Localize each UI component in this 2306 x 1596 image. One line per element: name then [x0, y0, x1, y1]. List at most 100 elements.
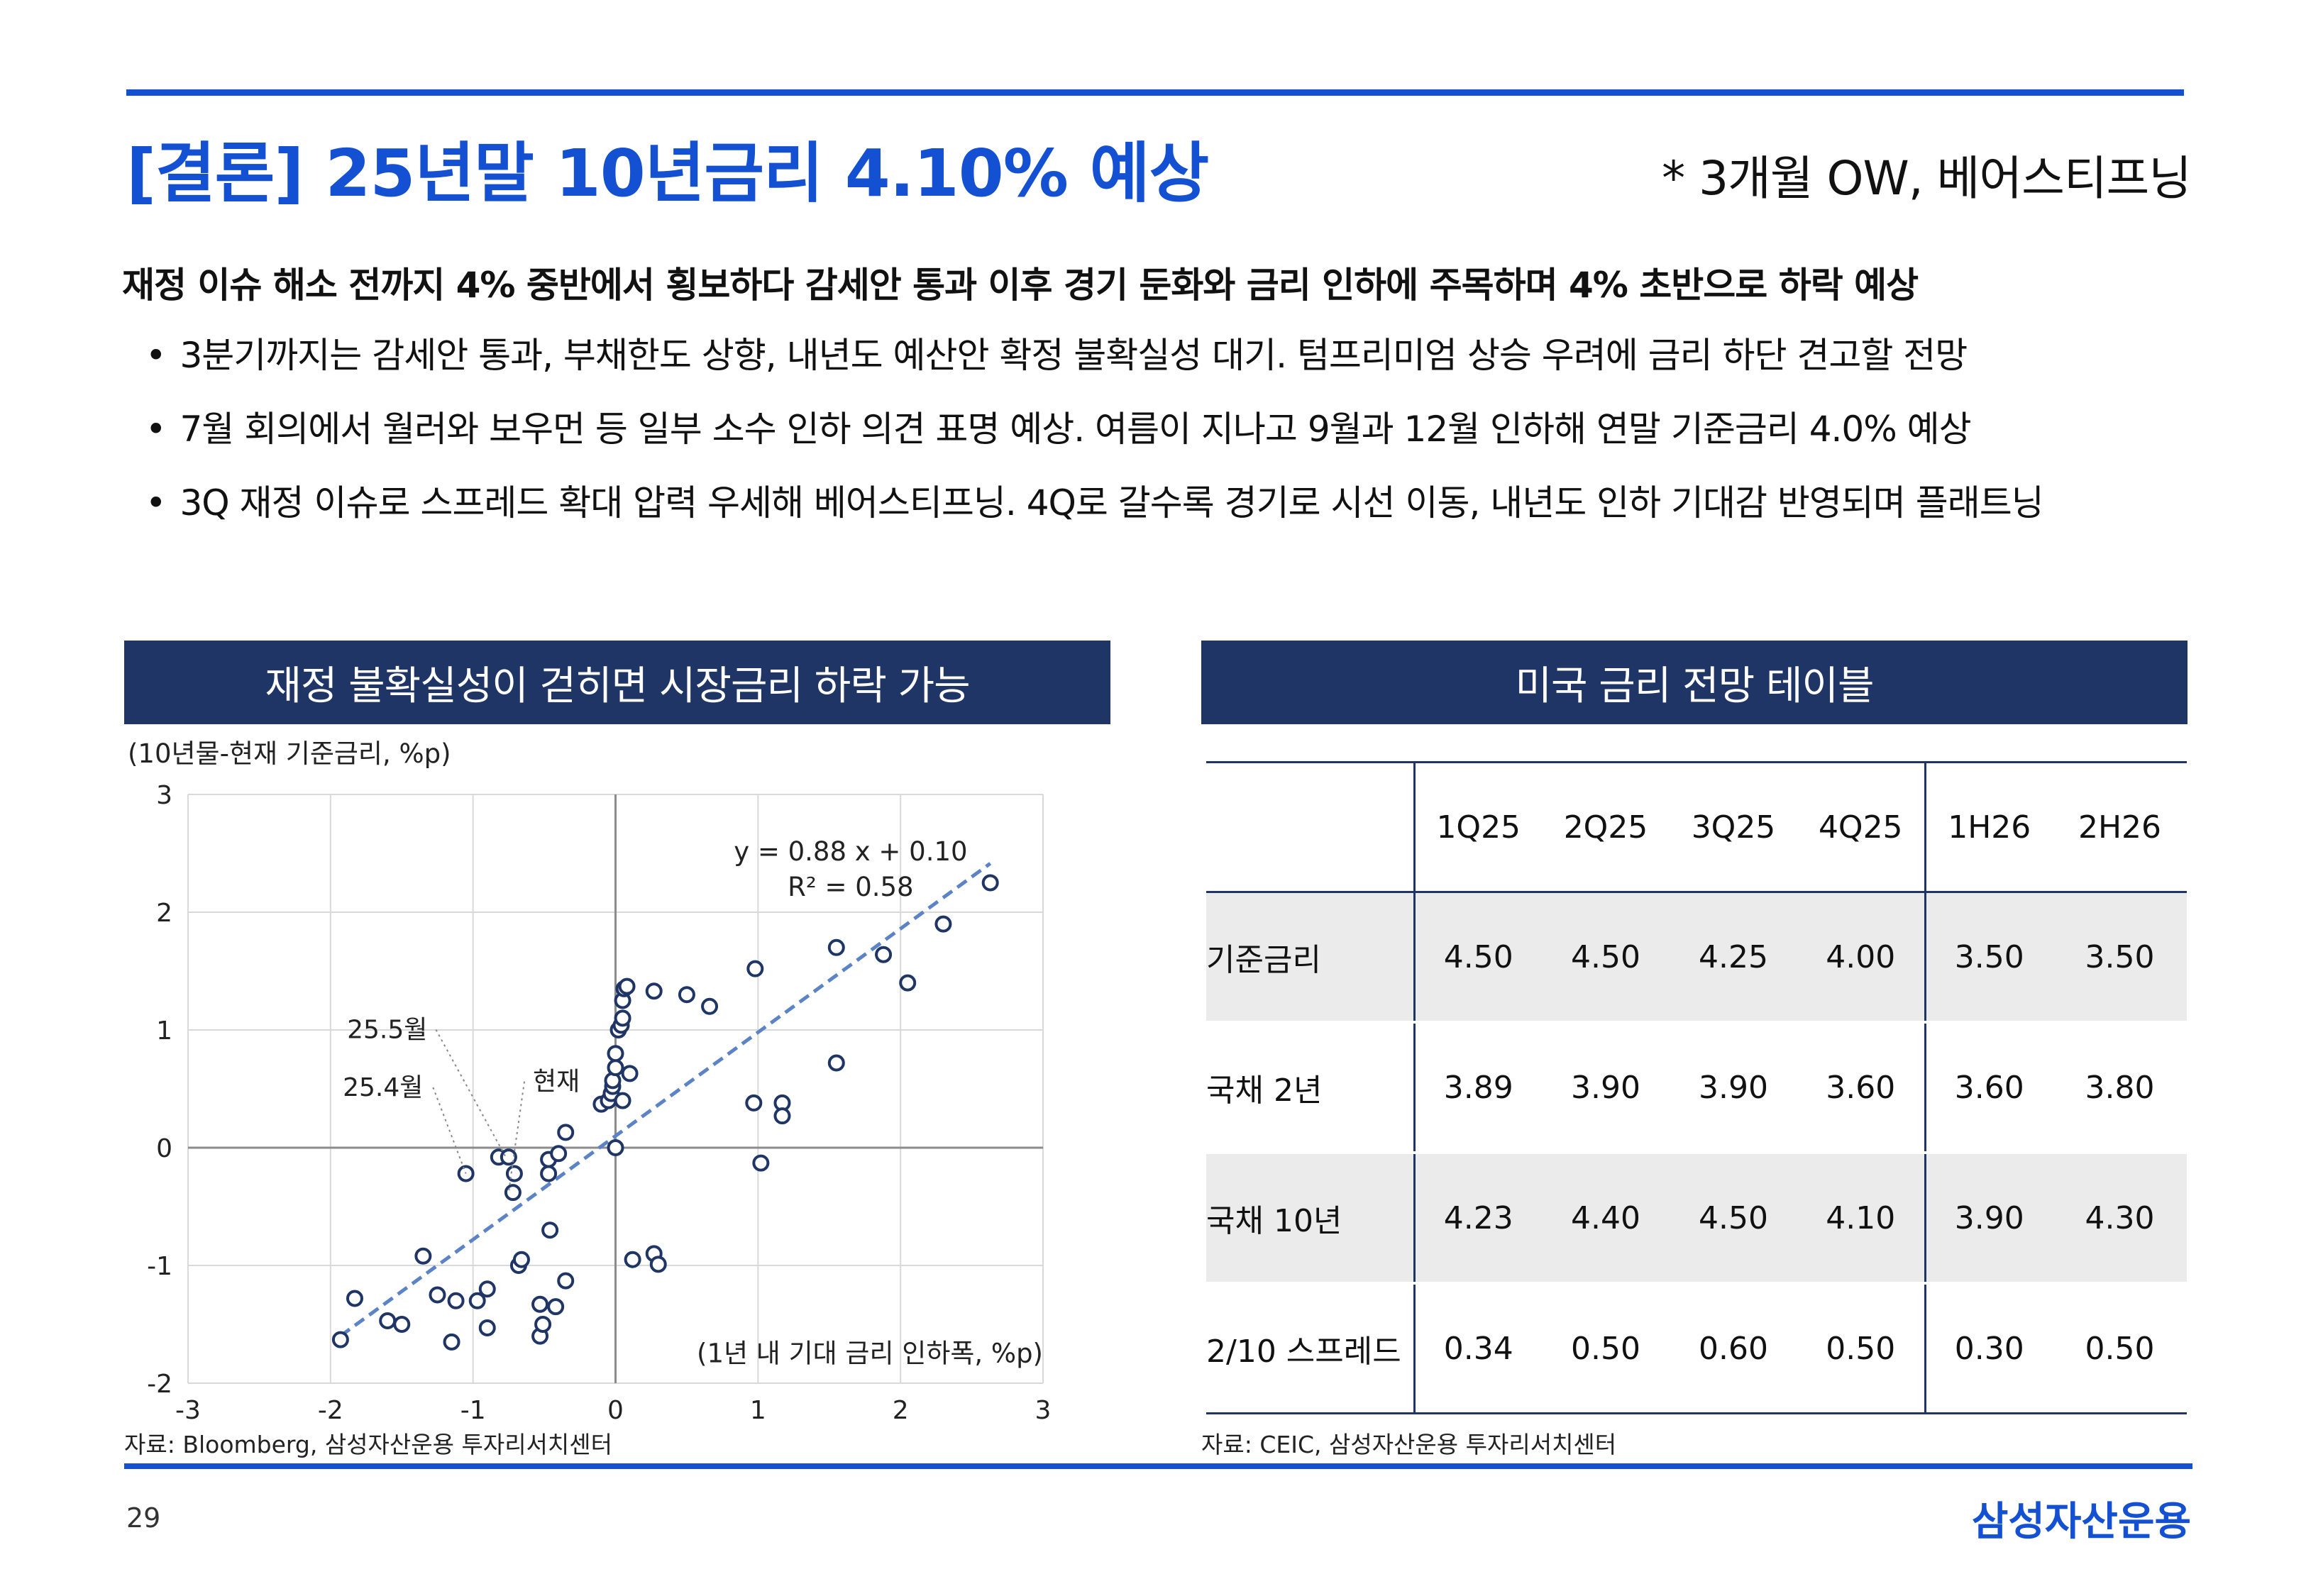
scatter-point: [540, 1165, 558, 1182]
page-number: 29: [126, 1502, 161, 1534]
bullet-item: 3Q 재정 이슈로 스프레드 확대 압력 우세해 베어스티프닝. 4Q로 갈수록…: [145, 477, 2044, 551]
scatter-point: [981, 874, 999, 892]
table-header-cell: 2Q25: [1542, 762, 1670, 893]
right-source: 자료: CEIC, 삼성자산운용 투자리서치센터: [1201, 1431, 1617, 1458]
bullet-item: 3분기까지는 감세안 통과, 부채한도 상향, 내년도 예산안 확정 불확실성 …: [145, 330, 2043, 404]
page-subtitle: * 3개월 OW, 베어스티프닝: [1662, 151, 2192, 206]
scatter-point: [534, 1316, 552, 1333]
x-tick-label: 3: [1035, 1396, 1052, 1425]
table-row: 기준금리 4.50 4.50 4.25 4.00 3.50 3.50: [1206, 892, 2187, 1024]
table-cell: 4.25: [1670, 892, 1797, 1024]
scatter-point: [645, 982, 663, 1000]
scatter-point: [531, 1295, 549, 1313]
scatter-point: [557, 1272, 575, 1290]
table-row: 2/10 스프레드 0.34 0.50 0.60 0.50 0.30 0.50: [1206, 1283, 2187, 1414]
table-cell: 3.90: [1670, 1022, 1797, 1154]
scatter-point: [678, 986, 695, 1004]
table-header-cell: 1Q25: [1414, 762, 1542, 893]
table-row: 국채 2년 3.89 3.90 3.90 3.60 3.60 3.80: [1206, 1022, 2187, 1154]
table-cell: 4.23: [1414, 1153, 1542, 1285]
scatter-point: [618, 977, 636, 995]
left-panel-title: 재정 불확실성이 걷히면 시장금리 하락 가능: [124, 641, 1110, 724]
table-cell: 4.30: [2053, 1153, 2187, 1285]
scatter-point: [512, 1251, 530, 1268]
scatter-point: [745, 1094, 763, 1112]
annotation-label: 25.5월: [347, 1016, 427, 1045]
scatter-point: [443, 1333, 460, 1351]
scatter-point: [429, 1286, 446, 1304]
table-header-cell: 3Q25: [1670, 762, 1797, 893]
r-squared-label: R² = 0.58: [788, 872, 913, 902]
row-label: 국채 2년: [1206, 1022, 1416, 1154]
y-tick-label: -2: [147, 1370, 172, 1399]
scatter-point: [550, 1145, 568, 1163]
table-cell: 0.34: [1443, 1330, 1513, 1367]
x-tick-label: 1: [750, 1396, 766, 1425]
rate-forecast-table: 1Q25 2Q25 3Q25 4Q25 1H26 2H26 기준금리 4.50 …: [1206, 761, 2187, 1414]
regression-equation: y = 0.88 x + 0.10: [734, 836, 967, 867]
table-header-row: 1Q25 2Q25 3Q25 4Q25 1H26 2H26: [1206, 762, 2187, 893]
scatter-point: [621, 1065, 639, 1082]
brand-logo: 삼성자산운용: [1971, 1499, 2191, 1545]
data-points: [331, 874, 999, 1351]
table-cell: 3.89: [1414, 1022, 1542, 1154]
scatter-point: [331, 1331, 349, 1348]
annotation-label: 현재: [533, 1068, 580, 1097]
right-panel-title: 미국 금리 전망 테이블: [1201, 641, 2188, 724]
table-cell: 0.50: [1571, 1330, 1640, 1367]
annotation-leader: [507, 1081, 526, 1193]
scatter-point: [649, 1256, 667, 1273]
x-tick-label: -2: [318, 1396, 343, 1425]
scatter-point: [346, 1290, 363, 1307]
table-cell: 4.50: [1414, 892, 1542, 1024]
table-cell: 3.90: [1925, 1153, 2053, 1285]
left-source: 자료: Bloomberg, 삼성자산운용 투자리서치센터: [124, 1431, 612, 1458]
table-cell: 0.60: [1699, 1330, 1768, 1367]
scatter-point: [827, 938, 845, 956]
bullet-list: 3분기까지는 감세안 통과, 부채한도 상향, 내년도 예산안 확정 불확실성 …: [145, 330, 2044, 551]
scatter-point: [505, 1165, 523, 1182]
scatter-point: [468, 1292, 486, 1309]
y-tick-label: 1: [156, 1016, 172, 1046]
page-title: [결론] 25년말 10년금리 4.10% 예상: [126, 135, 1209, 211]
table-header-cell: 1H26: [1925, 762, 2053, 893]
x-tick-label: -1: [460, 1396, 486, 1425]
x-tick-label: 0: [607, 1396, 624, 1425]
scatter-point: [875, 946, 893, 963]
scatter-point: [393, 1316, 411, 1333]
y-tick-label: 3: [156, 781, 172, 810]
x-tick-label: -3: [175, 1396, 201, 1425]
scatter-point: [447, 1292, 465, 1309]
table-header-cell: 2H26: [2053, 762, 2187, 893]
x-tick-label: 2: [893, 1396, 909, 1425]
table-cell: 4.40: [1542, 1153, 1670, 1285]
top-rule: [126, 89, 2184, 96]
scatter-point: [478, 1319, 496, 1336]
scatter-point: [557, 1124, 575, 1141]
table-cell: 0.30: [1954, 1330, 2024, 1367]
scatter-point: [414, 1247, 432, 1265]
scatter-point: [899, 974, 917, 992]
table-cell: 3.50: [1925, 892, 2053, 1024]
scatter-point: [773, 1107, 791, 1125]
x-axis-label: (1년 내 기대 금리 인하폭, %p): [697, 1339, 1043, 1369]
row-label: 기준금리: [1206, 892, 1416, 1024]
scatter-point: [379, 1312, 397, 1330]
scatter-point: [504, 1184, 522, 1202]
y-tick-label: 0: [156, 1134, 172, 1163]
scatter-point: [500, 1148, 517, 1166]
table-cell: 0.50: [1797, 1283, 1926, 1414]
y-tick-label: 2: [156, 899, 172, 928]
bullet-item: 7월 회의에서 월러와 보우먼 등 일부 소수 인하 의견 표명 예상. 여름이…: [145, 404, 2043, 477]
annotation-label: 25.4월: [343, 1073, 423, 1102]
table-cell: 0.50: [2085, 1330, 2155, 1367]
table-cell: 3.90: [1542, 1022, 1670, 1154]
table-cell: 3.60: [1925, 1022, 2053, 1154]
table-header-cell: 4Q25: [1797, 762, 1926, 893]
scatter-point: [827, 1054, 845, 1072]
scatter-point: [624, 1251, 641, 1268]
table-row: 국채 10년 4.23 4.40 4.50 4.10 3.90 4.30: [1206, 1153, 2187, 1285]
table-cell: 4.00: [1797, 892, 1926, 1024]
